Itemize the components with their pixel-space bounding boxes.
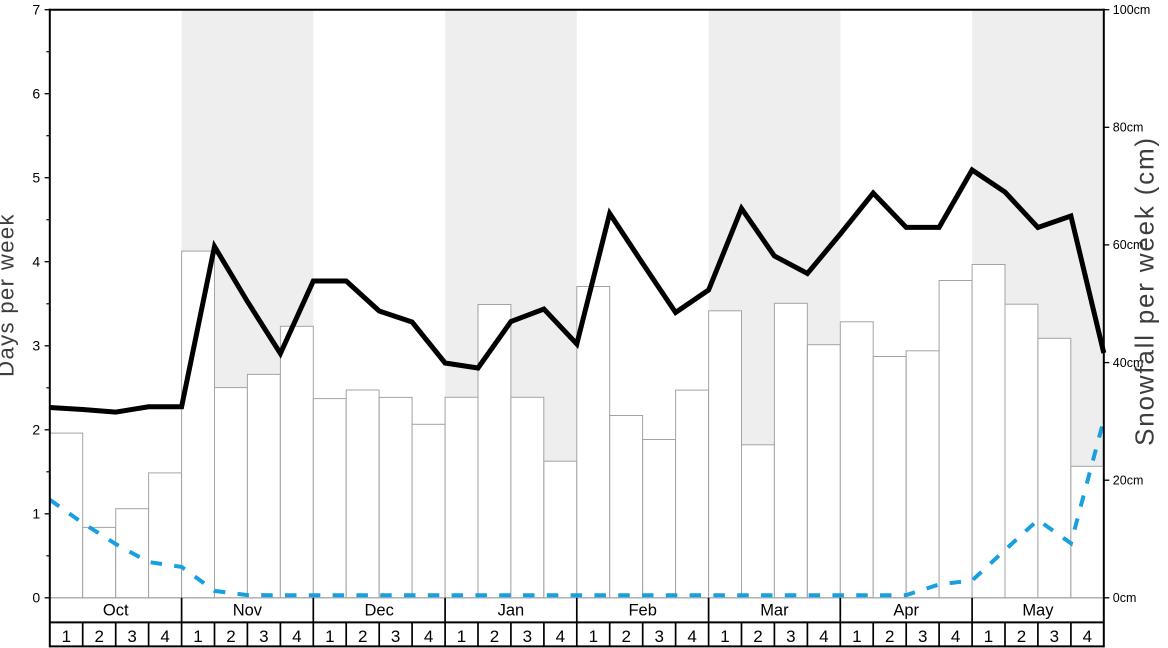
svg-text:1: 1 [325, 627, 334, 646]
svg-text:4: 4 [1083, 627, 1092, 646]
svg-text:3: 3 [259, 627, 268, 646]
svg-text:Nov: Nov [233, 602, 263, 620]
svg-text:3: 3 [654, 627, 663, 646]
svg-text:1: 1 [32, 506, 40, 522]
svg-text:1: 1 [852, 627, 861, 646]
svg-text:80cm: 80cm [1113, 121, 1144, 135]
svg-text:2: 2 [94, 627, 103, 646]
svg-text:1: 1 [193, 627, 202, 646]
svg-text:1: 1 [589, 627, 598, 646]
svg-text:1: 1 [984, 627, 993, 646]
svg-text:0cm: 0cm [1113, 591, 1137, 605]
svg-text:3: 3 [523, 627, 532, 646]
svg-text:3: 3 [1050, 627, 1059, 646]
svg-text:Mar: Mar [760, 602, 789, 620]
svg-text:2: 2 [621, 627, 630, 646]
svg-text:4: 4 [292, 627, 301, 646]
svg-text:Oct: Oct [103, 602, 129, 620]
svg-text:Jan: Jan [498, 602, 525, 620]
svg-text:4: 4 [687, 627, 696, 646]
svg-text:1: 1 [720, 627, 729, 646]
svg-text:May: May [1022, 602, 1054, 620]
svg-text:1: 1 [62, 627, 71, 646]
svg-text:2: 2 [32, 422, 40, 438]
svg-text:Apr: Apr [893, 602, 919, 620]
svg-text:Days per week: Days per week [0, 213, 19, 377]
svg-text:3: 3 [918, 627, 927, 646]
svg-text:0: 0 [32, 590, 40, 606]
svg-text:4: 4 [951, 627, 960, 646]
svg-text:4: 4 [424, 627, 433, 646]
svg-text:4: 4 [556, 627, 565, 646]
svg-text:Snowfall per week (cm): Snowfall per week (cm) [1130, 136, 1160, 446]
svg-text:3: 3 [32, 338, 40, 354]
svg-text:20cm: 20cm [1113, 474, 1144, 488]
svg-text:2: 2 [753, 627, 762, 646]
svg-text:2: 2 [885, 627, 894, 646]
svg-text:6: 6 [32, 86, 40, 102]
svg-text:4: 4 [819, 627, 828, 646]
svg-text:5: 5 [32, 170, 40, 186]
svg-text:Feb: Feb [628, 602, 656, 620]
svg-text:1: 1 [457, 627, 466, 646]
svg-text:3: 3 [391, 627, 400, 646]
svg-text:40cm: 40cm [1113, 356, 1144, 370]
svg-text:Dec: Dec [365, 602, 394, 620]
svg-text:3: 3 [786, 627, 795, 646]
svg-text:2: 2 [226, 627, 235, 646]
svg-text:7: 7 [32, 2, 40, 18]
svg-text:4: 4 [32, 254, 40, 270]
svg-text:100cm: 100cm [1113, 3, 1151, 17]
svg-text:2: 2 [490, 627, 499, 646]
svg-text:2: 2 [1017, 627, 1026, 646]
svg-text:2: 2 [358, 627, 367, 646]
svg-text:60cm: 60cm [1113, 238, 1144, 252]
svg-text:4: 4 [160, 627, 169, 646]
svg-text:3: 3 [127, 627, 136, 646]
